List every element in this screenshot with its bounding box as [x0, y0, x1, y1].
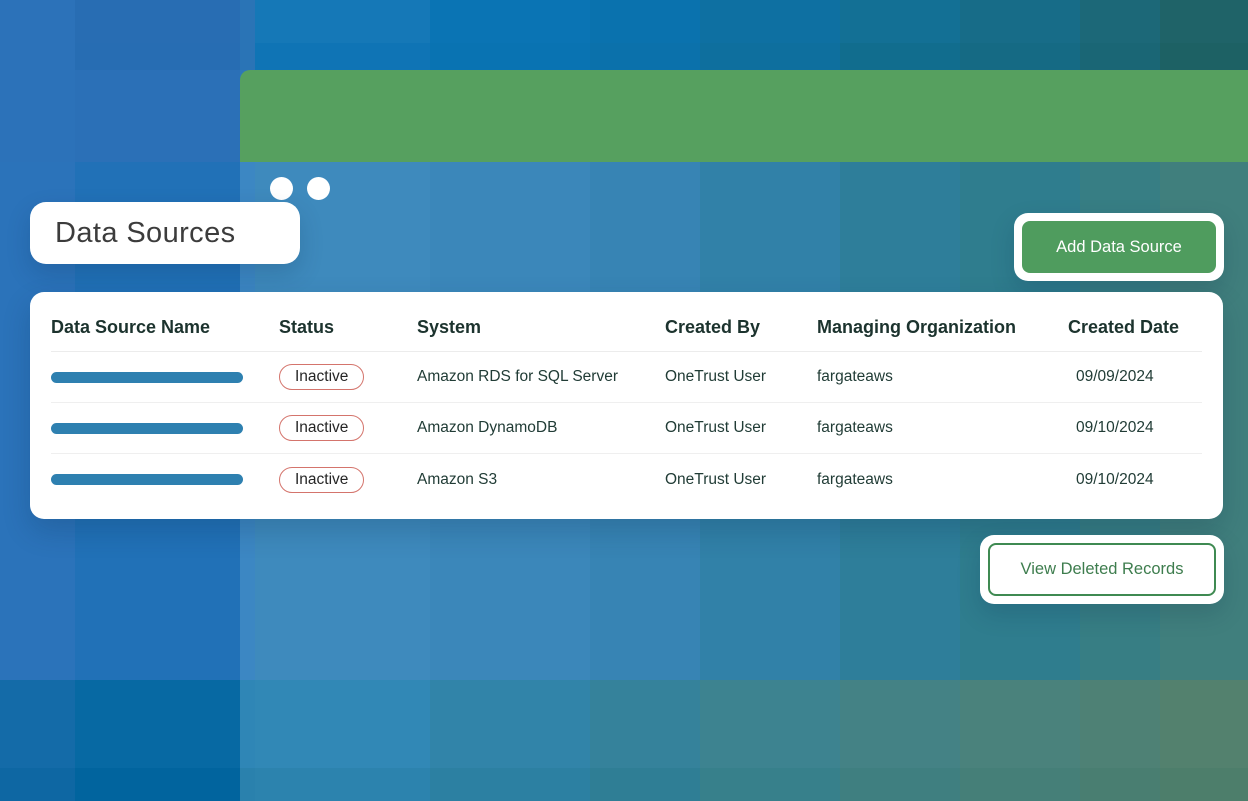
bg-tile	[255, 680, 430, 768]
bg-tile	[590, 680, 700, 768]
bg-tile	[700, 0, 840, 43]
bg-tile	[430, 768, 590, 801]
column-header-managing-organization: Managing Organization	[817, 317, 1017, 337]
bg-tile	[240, 0, 255, 43]
table-header-row: Data Source Name Status System Created B…	[51, 292, 1202, 352]
data-source-name-cell	[51, 474, 279, 485]
bg-tile	[75, 0, 240, 43]
status-badge: Inactive	[279, 415, 365, 441]
bg-tile	[0, 43, 75, 70]
bg-tile	[240, 43, 255, 70]
bg-tile	[75, 768, 240, 801]
bg-tile	[430, 43, 590, 70]
bg-tile	[1160, 43, 1248, 70]
bg-tile	[75, 43, 240, 70]
system-cell: Amazon S3	[417, 470, 498, 488]
bg-tile	[0, 680, 75, 768]
status-cell: Inactive	[279, 466, 417, 493]
window-dot-icon	[270, 177, 293, 200]
managing-organization-cell: fargateaws	[817, 470, 893, 488]
bg-tile	[255, 43, 430, 70]
created-date-cell: 09/10/2024	[1076, 470, 1154, 488]
bg-tile	[590, 0, 700, 43]
window-dot-icon	[307, 177, 330, 200]
managing-organization-cell: fargateaws	[817, 419, 893, 436]
bg-tile	[0, 0, 75, 43]
bg-tile	[240, 680, 255, 768]
bg-tile	[840, 680, 960, 768]
bg-tile	[1080, 0, 1160, 43]
created-by-cell: OneTrust User	[665, 419, 767, 436]
status-cell: Inactive	[279, 364, 417, 390]
bg-tile	[0, 768, 75, 801]
bg-tile	[1160, 768, 1248, 801]
redacted-name-bar	[51, 371, 243, 383]
add-data-source-container: Add Data Source	[1014, 213, 1224, 281]
page-title-card: Data Sources	[30, 202, 300, 264]
status-badge: Inactive	[279, 364, 365, 390]
bg-tile	[840, 768, 960, 801]
data-sources-table: Data Source Name Status System Created B…	[30, 292, 1223, 519]
column-header-created-date: Created Date	[1068, 317, 1180, 337]
bg-tile	[700, 768, 840, 801]
status-cell: Inactive	[279, 415, 417, 441]
bg-tile	[240, 768, 255, 801]
bg-tile	[590, 43, 700, 70]
data-source-name-cell	[51, 371, 279, 383]
column-header-data-source-name: Data Source Name	[51, 317, 211, 337]
managing-organization-cell: fargateaws	[817, 368, 893, 385]
bg-tile	[1080, 768, 1160, 801]
bg-tile	[75, 680, 240, 768]
created-by-cell: OneTrust User	[665, 470, 767, 488]
system-cell: Amazon RDS for SQL Server	[417, 368, 618, 385]
page-title: Data Sources	[55, 216, 236, 249]
column-header-created-by: Created By	[665, 317, 761, 337]
column-header-system: System	[417, 317, 482, 337]
bg-tile	[430, 680, 590, 768]
column-header-status: Status	[279, 317, 335, 337]
bg-tile	[840, 43, 960, 70]
bg-tile	[960, 43, 1080, 70]
created-by-cell: OneTrust User	[665, 368, 767, 385]
table-row: Inactive Amazon DynamoDB OneTrust User f…	[51, 403, 1202, 454]
bg-tile	[430, 0, 590, 43]
bg-tile	[1160, 0, 1248, 43]
bg-tile	[1160, 680, 1248, 768]
window-title-bar	[240, 70, 1248, 200]
bg-tile	[75, 70, 240, 162]
bg-tile	[700, 680, 840, 768]
bg-tile	[255, 768, 430, 801]
bg-tile	[1080, 680, 1160, 768]
bg-tile	[700, 43, 840, 70]
bg-tile	[1080, 43, 1160, 70]
system-cell: Amazon DynamoDB	[417, 419, 558, 436]
bg-tile	[840, 0, 960, 43]
bg-tile	[590, 768, 700, 801]
view-deleted-records-container: View Deleted Records	[980, 535, 1224, 604]
bg-tile	[960, 768, 1080, 801]
view-deleted-records-button[interactable]: View Deleted Records	[988, 543, 1216, 596]
bg-tile	[960, 0, 1080, 43]
redacted-name-bar	[51, 474, 243, 485]
bg-tile	[960, 680, 1080, 768]
created-date-cell: 09/09/2024	[1076, 368, 1154, 385]
created-date-cell: 09/10/2024	[1076, 419, 1154, 436]
add-data-source-button[interactable]: Add Data Source	[1022, 221, 1216, 273]
bg-tile	[255, 0, 430, 43]
table-row: Inactive Amazon RDS for SQL Server OneTr…	[51, 352, 1202, 403]
redacted-name-bar	[51, 422, 243, 434]
bg-tile	[0, 70, 75, 162]
table-row: Inactive Amazon S3 OneTrust User fargate…	[51, 454, 1202, 505]
data-source-name-cell	[51, 422, 279, 434]
status-badge: Inactive	[279, 466, 365, 493]
